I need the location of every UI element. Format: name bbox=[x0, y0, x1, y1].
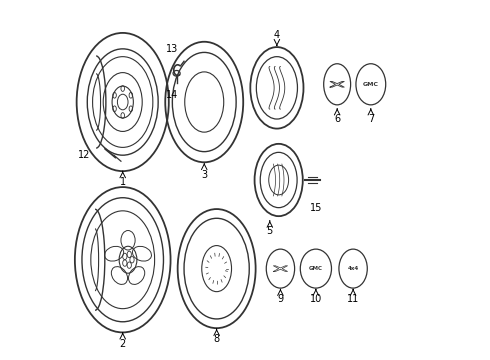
Text: 8: 8 bbox=[214, 334, 220, 345]
Text: 2: 2 bbox=[120, 339, 126, 349]
Text: 14: 14 bbox=[166, 90, 178, 100]
Text: 5: 5 bbox=[267, 226, 273, 237]
Text: 6: 6 bbox=[334, 114, 340, 124]
Text: GMC: GMC bbox=[363, 82, 379, 87]
Text: 15: 15 bbox=[310, 203, 322, 213]
Text: 7: 7 bbox=[368, 114, 374, 124]
Text: 12: 12 bbox=[77, 150, 90, 160]
Text: 3: 3 bbox=[201, 170, 207, 180]
Text: 4: 4 bbox=[274, 30, 280, 40]
Text: 13: 13 bbox=[166, 44, 178, 54]
Text: 9: 9 bbox=[277, 294, 284, 305]
Text: 1: 1 bbox=[120, 177, 126, 187]
Text: 10: 10 bbox=[310, 294, 322, 305]
Text: GMC: GMC bbox=[309, 266, 323, 271]
Text: 4x4: 4x4 bbox=[347, 266, 359, 271]
Text: 11: 11 bbox=[347, 294, 359, 305]
